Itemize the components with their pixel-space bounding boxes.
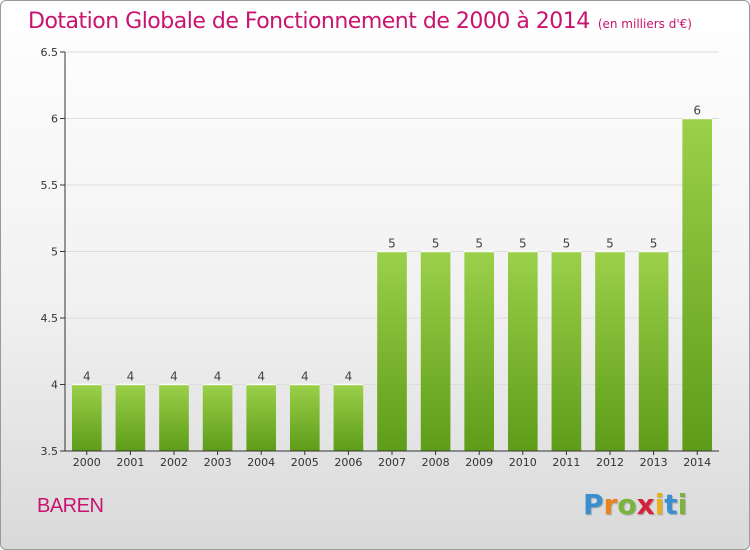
bar: [202, 384, 233, 451]
data-label: 5: [650, 237, 658, 251]
bar: [420, 251, 451, 451]
x-tick-label: 2013: [640, 456, 668, 469]
x-tick-label: 2006: [334, 456, 362, 469]
bar: [289, 384, 320, 451]
data-label: 5: [563, 237, 571, 251]
bar: [551, 251, 582, 451]
data-label: 6: [693, 104, 701, 118]
x-tick-label: 2011: [552, 456, 580, 469]
y-tick-label: 6: [51, 113, 58, 126]
x-tick-label: 2010: [509, 456, 537, 469]
bar: [246, 384, 277, 451]
bar: [333, 384, 364, 451]
chart-title-text: Dotation Globale de Fonctionnement de 20…: [28, 9, 590, 34]
bar: [377, 251, 407, 451]
logo-letter: t: [664, 488, 678, 521]
x-tick-label: 2012: [596, 456, 624, 469]
data-label: 5: [475, 237, 483, 251]
data-label: 4: [257, 370, 265, 384]
bar: [595, 251, 625, 451]
bar: [71, 384, 102, 451]
labels: 4 4 4 4 4 4 4 5 5 5 5 5 5 5 6: [83, 104, 701, 384]
x-tick-label: 2014: [683, 456, 711, 469]
bar: [638, 251, 669, 451]
logo-letter: x: [636, 488, 655, 521]
chart-title: Dotation Globale de Fonctionnement de 20…: [28, 9, 692, 34]
logo-letter: r: [603, 488, 618, 521]
y-tick-label: 4: [51, 379, 58, 392]
chart-unit-note: (en milliers d'€): [597, 17, 692, 31]
y-tick-label: 5: [51, 246, 58, 259]
x-tick-label: 2000: [73, 456, 101, 469]
data-label: 4: [214, 370, 222, 384]
x-tick-label: 2004: [247, 456, 275, 469]
bar: [507, 251, 538, 451]
bar: [115, 384, 146, 451]
data-label: 5: [432, 237, 440, 251]
proxiti-logo: Proxiti: [583, 488, 687, 521]
data-label: 4: [83, 370, 91, 384]
x-tick-label: 2007: [378, 456, 406, 469]
y-tick-label: 3.5: [41, 445, 59, 458]
data-label: 5: [606, 237, 614, 251]
x-tick-label: 2001: [116, 456, 144, 469]
data-label: 4: [345, 370, 353, 384]
data-label: 4: [127, 370, 135, 384]
y-tick-label: 5.5: [41, 179, 59, 192]
data-label: 4: [301, 370, 309, 384]
x-tick-label: 2005: [291, 456, 319, 469]
axes: 3.5 4 4.5 5 5.5 6 6.5 2000 2001 2002 2003 2004 2005 2…: [41, 46, 719, 469]
y-tick-label: 4.5: [41, 312, 59, 325]
bar: [682, 118, 713, 451]
x-tick-label: 2002: [160, 456, 188, 469]
logo-letter: i: [654, 488, 665, 521]
y-tick-label: 6.5: [41, 46, 59, 59]
x-tick-label: 2008: [422, 456, 450, 469]
data-label: 5: [388, 237, 396, 251]
logo-letter: o: [617, 488, 637, 521]
commune-name: BAREN: [37, 495, 104, 517]
bar: [464, 251, 495, 451]
logo-letter: i: [677, 488, 688, 521]
x-tick-label: 2009: [465, 456, 493, 469]
bars: [71, 117, 713, 451]
logo-letter: P: [583, 488, 604, 521]
data-label: 4: [170, 370, 178, 384]
data-label: 5: [519, 237, 527, 251]
x-tick-label: 2003: [204, 456, 232, 469]
bar: [159, 384, 189, 451]
